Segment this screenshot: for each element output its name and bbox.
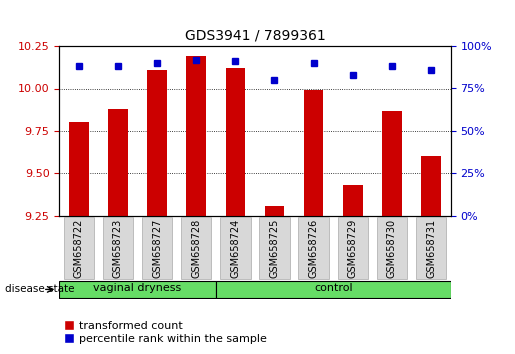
FancyBboxPatch shape [376, 217, 407, 279]
FancyBboxPatch shape [102, 217, 133, 279]
Text: vaginal dryness: vaginal dryness [93, 284, 182, 293]
Text: GSM658722: GSM658722 [74, 218, 84, 278]
Text: disease state: disease state [5, 284, 75, 295]
FancyBboxPatch shape [142, 217, 173, 279]
Bar [108, 109, 128, 216]
Bar [147, 70, 167, 216]
Text: GSM658726: GSM658726 [308, 218, 319, 278]
FancyBboxPatch shape [337, 217, 368, 279]
FancyBboxPatch shape [220, 217, 251, 279]
Text: control: control [314, 284, 352, 293]
Text: GSM658725: GSM658725 [269, 218, 280, 278]
Bar [382, 110, 402, 216]
Bar [421, 156, 441, 216]
Bar [186, 56, 206, 216]
FancyBboxPatch shape [298, 217, 329, 279]
Text: GSM658727: GSM658727 [152, 218, 162, 278]
Bar [265, 206, 284, 216]
FancyBboxPatch shape [416, 217, 447, 279]
Text: GSM658729: GSM658729 [348, 218, 358, 278]
FancyBboxPatch shape [216, 281, 451, 298]
FancyBboxPatch shape [63, 217, 94, 279]
Legend: transformed count, percentile rank within the sample: transformed count, percentile rank withi… [65, 321, 267, 344]
Bar [226, 68, 245, 216]
FancyBboxPatch shape [259, 217, 290, 279]
Bar [343, 185, 363, 216]
Text: GSM658731: GSM658731 [426, 218, 436, 278]
Bar [304, 90, 323, 216]
FancyBboxPatch shape [181, 217, 212, 279]
Text: GSM658728: GSM658728 [191, 218, 201, 278]
Text: GSM658730: GSM658730 [387, 218, 397, 278]
Bar [69, 122, 89, 216]
FancyBboxPatch shape [59, 281, 216, 298]
Text: GSM658724: GSM658724 [230, 218, 241, 278]
Title: GDS3941 / 7899361: GDS3941 / 7899361 [184, 28, 325, 42]
Text: GSM658723: GSM658723 [113, 218, 123, 278]
